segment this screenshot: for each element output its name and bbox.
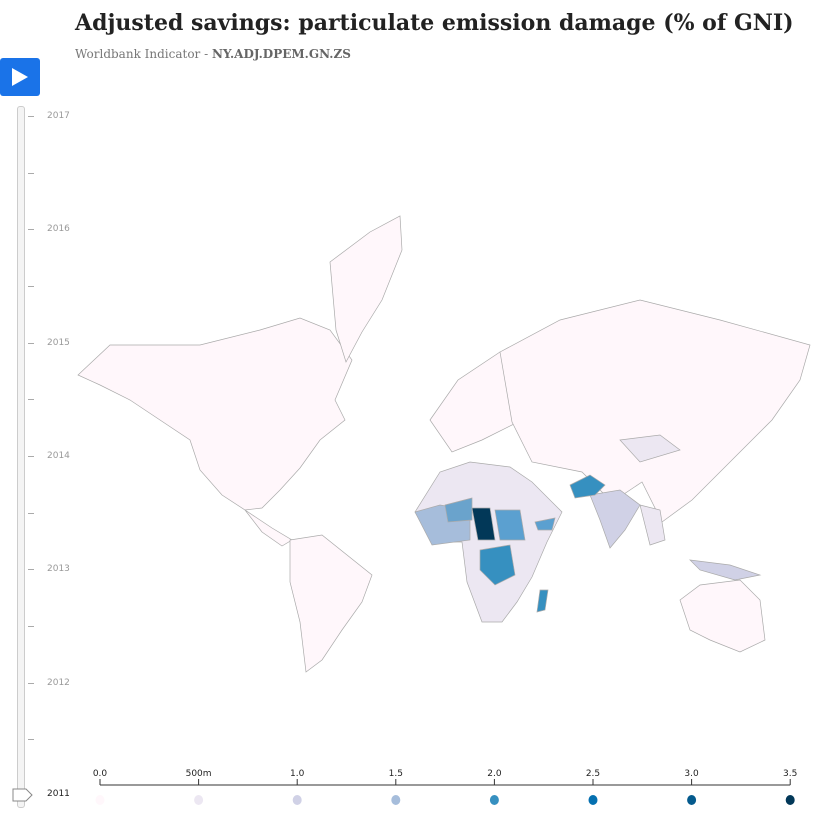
minor-tick [28,625,34,627]
greenland[interactable] [329,215,403,363]
subtitle-prefix: Worldbank Indicator - [75,47,212,61]
sudan[interactable] [494,509,526,541]
page-subtitle: Worldbank Indicator - NY.ADJ.DPEM.GN.ZS [75,47,351,61]
minor-tick [28,399,34,401]
year-label: 2016 [47,224,70,235]
indicator-code: NY.ADJ.DPEM.GN.ZS [211,47,351,61]
legend-label: 500m [186,769,212,779]
year-tick [28,116,34,117]
year-label: 2015 [47,337,70,348]
legend-label: 2.5 [586,769,600,779]
south-america[interactable] [289,534,373,673]
legend-swatch [95,795,105,805]
legend-label: 3.0 [684,769,699,779]
africa[interactable] [414,461,563,623]
year-label: 2012 [47,677,70,688]
southeast-asia[interactable] [639,504,666,546]
timeline-slider[interactable] [17,106,25,808]
madagascar[interactable] [536,589,549,613]
year-tick [28,229,34,231]
central-america[interactable] [244,509,293,547]
legend-swatch [785,795,795,805]
page-title: Adjusted savings: particulate emission d… [75,10,794,36]
minor-tick [28,512,34,514]
play-icon [12,68,28,86]
legend-swatch [588,795,598,805]
minor-tick [28,739,34,741]
india[interactable] [589,489,641,549]
afghanistan[interactable] [569,474,606,499]
year-label: 2017 [47,111,70,121]
asia[interactable] [499,299,811,523]
legend-label: 2.0 [487,769,502,779]
legend-swatch [292,795,302,805]
legend-label: 1.5 [389,769,403,779]
minor-tick [28,285,34,287]
play-button[interactable] [0,58,40,96]
year-tick [28,342,34,344]
minor-tick [28,172,34,174]
yemen[interactable] [534,517,556,531]
mongolia[interactable] [619,434,681,463]
legend-swatch [391,795,401,805]
year-tick [28,682,34,684]
year-label: 2013 [47,564,70,575]
chad[interactable] [471,507,496,541]
timeline-handle[interactable] [12,788,34,802]
year-label: 2014 [47,450,70,461]
legend-label: 1.0 [290,769,305,779]
niger[interactable] [444,497,473,523]
australia[interactable] [679,579,766,653]
legend-swatch [687,795,697,805]
year-tick [28,455,34,457]
legend-label: 0.0 [93,769,108,779]
legend-swatch [489,795,499,805]
north-america[interactable] [77,317,353,511]
current-year: 2011 [47,789,70,799]
indonesia[interactable] [689,559,762,581]
dr-congo[interactable] [479,544,516,586]
legend-label: 3.5 [783,769,797,779]
year-tick [28,569,34,571]
legend-swatch [194,795,204,805]
